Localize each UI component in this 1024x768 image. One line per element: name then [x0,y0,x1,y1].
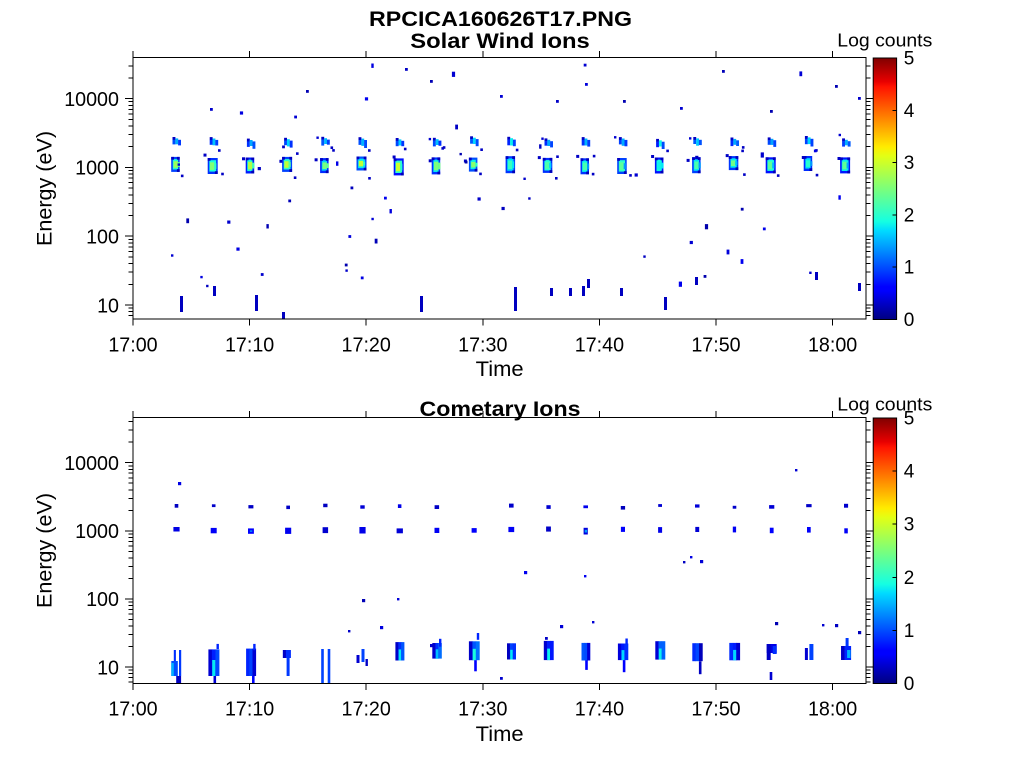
svg-text:10000: 10000 [64,88,119,111]
svg-text:17:40: 17:40 [575,333,624,356]
svg-text:Time: Time [476,357,524,381]
svg-text:18:00: 18:00 [808,697,857,720]
svg-text:17:40: 17:40 [575,697,624,720]
svg-text:17:10: 17:10 [225,333,274,356]
svg-text:Solar Wind Ions: Solar Wind Ions [410,30,590,53]
svg-text:3: 3 [904,153,915,174]
svg-text:1: 1 [904,258,915,279]
svg-text:Cometary Ions: Cometary Ions [420,398,581,421]
svg-text:Energy (eV): Energy (eV) [33,131,57,246]
svg-text:5: 5 [904,49,915,70]
svg-text:0: 0 [904,310,915,331]
svg-text:1000: 1000 [75,157,119,180]
svg-text:0: 0 [904,674,915,695]
svg-text:Log counts: Log counts [837,30,932,50]
svg-text:10: 10 [97,294,119,317]
svg-text:100: 100 [86,588,119,611]
svg-text:17:30: 17:30 [458,333,507,356]
svg-text:10000: 10000 [64,452,119,475]
svg-text:4: 4 [904,101,915,122]
svg-text:4: 4 [904,462,915,483]
svg-text:17:30: 17:30 [458,697,507,720]
svg-text:2: 2 [904,568,915,589]
svg-text:10: 10 [97,656,119,679]
svg-text:Time: Time [476,722,524,746]
svg-text:18:00: 18:00 [808,333,857,356]
svg-text:17:10: 17:10 [225,697,274,720]
svg-text:17:50: 17:50 [691,333,740,356]
svg-text:Log counts: Log counts [837,394,932,414]
svg-text:RPCICA160626T17.PNG: RPCICA160626T17.PNG [369,8,632,31]
svg-text:1: 1 [904,621,915,642]
svg-text:2: 2 [904,205,915,226]
svg-text:17:00: 17:00 [108,697,157,720]
svg-text:17:00: 17:00 [108,333,157,356]
svg-text:17:20: 17:20 [342,333,391,356]
svg-text:5: 5 [904,409,915,430]
svg-text:1000: 1000 [75,520,119,543]
svg-text:3: 3 [904,515,915,536]
svg-text:100: 100 [86,226,119,249]
svg-text:17:20: 17:20 [342,697,391,720]
svg-text:Energy (eV): Energy (eV) [33,493,57,608]
svg-text:17:50: 17:50 [691,697,740,720]
